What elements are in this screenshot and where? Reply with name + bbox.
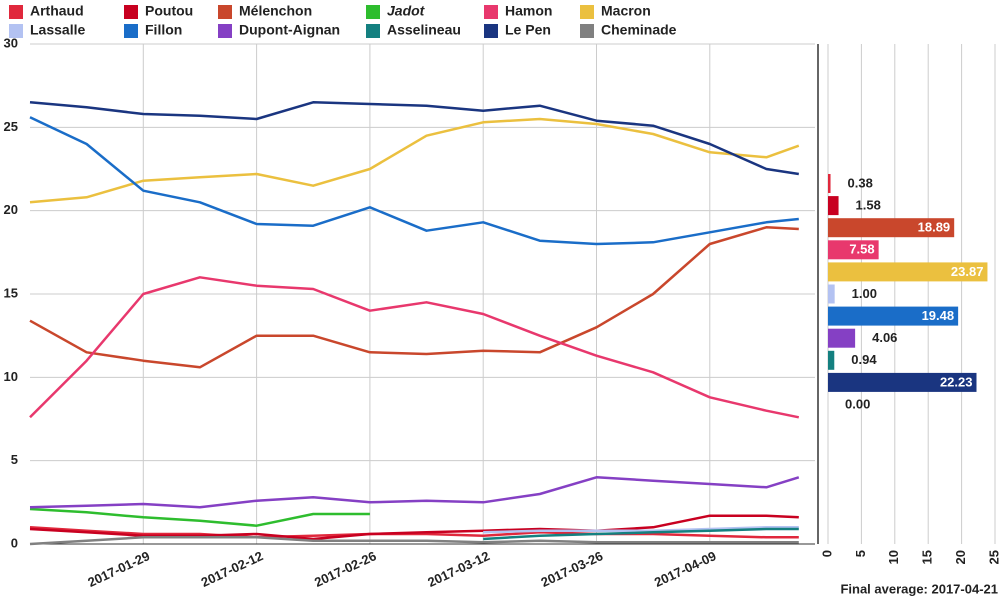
bar: [828, 306, 959, 326]
legend-label: Mélenchon: [239, 3, 312, 19]
bar: [828, 240, 879, 260]
x-tick-label: 10: [886, 550, 901, 564]
legend-swatch: [218, 5, 232, 19]
series-line: [29, 226, 799, 369]
series-line: [29, 507, 370, 527]
x-tick-label: 2017-02-12: [199, 548, 266, 590]
y-tick-label: 0: [11, 535, 18, 550]
series-line: [29, 101, 799, 176]
bar-value-label: 19.48: [922, 308, 955, 323]
x-tick-label: 0: [819, 550, 834, 557]
y-tick-label: 30: [4, 35, 18, 50]
series-line: [29, 276, 800, 419]
bar-value-label: 7.58: [849, 242, 874, 257]
series-line: [483, 527, 799, 541]
series-line: [29, 476, 800, 509]
bar: [828, 262, 988, 282]
series-line: [29, 117, 800, 204]
bar-value-label: 1.00: [852, 286, 877, 301]
legend-swatch: [9, 24, 23, 38]
bar: [828, 196, 839, 216]
x-tick-label: 20: [953, 550, 968, 564]
bar-value-label: 23.87: [951, 264, 984, 279]
legend-swatch: [580, 24, 594, 38]
legend-swatch: [9, 5, 23, 19]
legend-label: Jadot: [387, 3, 426, 19]
legend-label: Cheminade: [601, 22, 677, 38]
legend-swatch: [124, 5, 138, 19]
bar-value-label: 0.38: [848, 175, 873, 190]
bar-value-label: 0.00: [845, 396, 870, 411]
legend-label: Poutou: [145, 3, 193, 19]
bar-value-label: 18.89: [918, 220, 951, 235]
legend-swatch: [124, 24, 138, 38]
bar: [828, 218, 955, 238]
bar-value-label: 22.23: [940, 374, 973, 389]
x-tick-label: 15: [920, 550, 935, 564]
bar-value-label: 1.58: [856, 198, 881, 213]
series-line: [29, 526, 799, 539]
legend-label: Arthaud: [30, 3, 84, 19]
legend-label: Macron: [601, 3, 651, 19]
bar: [828, 174, 831, 193]
x-tick-label: 5: [853, 550, 868, 557]
legend-label: Asselineau: [387, 22, 461, 38]
legend-swatch: [484, 5, 498, 19]
legend-label: Fillon: [145, 22, 182, 38]
x-tick-label: 2017-01-29: [85, 548, 152, 590]
y-tick-label: 25: [4, 119, 18, 134]
legend-swatch: [366, 5, 380, 19]
bar-value-label: 4.06: [872, 330, 897, 345]
legend-swatch: [580, 5, 594, 19]
legend-swatch: [218, 24, 232, 38]
x-tick-label: 2017-02-26: [312, 548, 379, 590]
y-tick-label: 20: [4, 202, 18, 217]
bar: [828, 350, 835, 370]
x-tick-label: 2017-03-12: [425, 548, 492, 590]
series-line: [29, 116, 799, 246]
x-tick-label: 25: [986, 550, 1000, 564]
legend-label: Hamon: [505, 3, 552, 19]
series-line: [29, 536, 799, 546]
bar-value-label: 0.94: [851, 352, 877, 367]
legend-label: Dupont-Aignan: [239, 22, 340, 38]
bar: [828, 284, 835, 304]
series-line: [483, 526, 799, 534]
legend-swatch: [484, 24, 498, 38]
x-tick-label: 2017-04-09: [652, 548, 719, 590]
legend-swatch: [366, 24, 380, 38]
series-line: [29, 514, 799, 541]
legend-label: Lassalle: [30, 22, 85, 38]
y-tick-label: 15: [4, 285, 18, 300]
bar: [828, 372, 977, 392]
bar: [828, 328, 856, 348]
y-tick-label: 5: [11, 452, 18, 467]
legend-label: Le Pen: [505, 22, 551, 38]
y-tick-label: 10: [4, 369, 18, 384]
x-tick-label: 2017-03-26: [539, 548, 606, 590]
bar-chart-title: Final average: 2017-04-21: [840, 581, 998, 596]
